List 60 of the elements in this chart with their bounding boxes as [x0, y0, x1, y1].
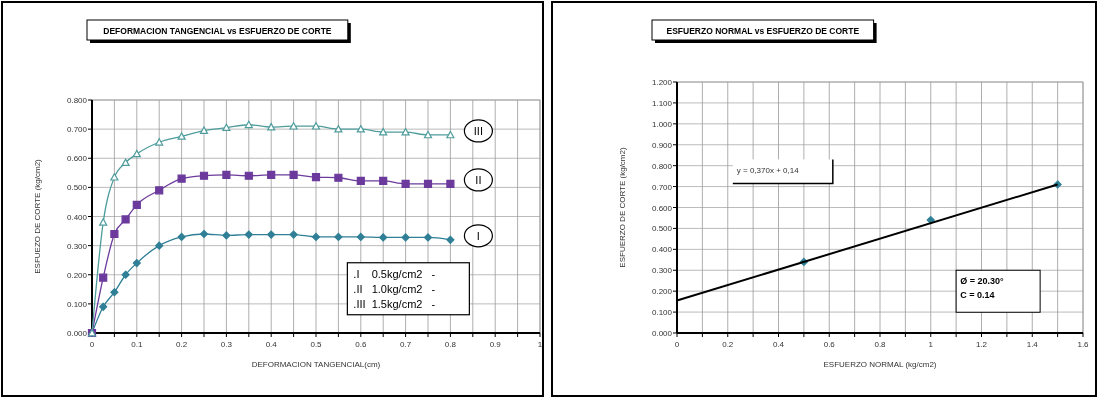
x-axis-title: ESFUERZO NORMAL (kg/cm2) [823, 360, 937, 369]
y-tick-label: 0.900 [651, 140, 673, 150]
x-axis-title: DEFORMACION TANGENCIAL(cm) [251, 360, 381, 369]
y-tick-label: 1.000 [651, 119, 673, 129]
x-tick-label: 1 [928, 340, 934, 349]
x-tick-label: 1.2 [975, 340, 988, 349]
annotation: Ø = 20.30° [960, 276, 1004, 287]
y-tick-label: 0.400 [66, 212, 88, 222]
series-label: II [475, 173, 482, 186]
chart-title: DEFORMACION TANGENCIAL vs ESFUERZO DE CORTE [103, 26, 332, 36]
y-tick-label: 0.100 [66, 299, 88, 309]
y-tick-label: 0.000 [651, 329, 673, 338]
y-tick-label: 0.500 [651, 224, 673, 234]
parameter-text-box: Ø = 20.30° C = 0.14 [955, 269, 1041, 313]
x-tick-label: 0.2 [722, 340, 734, 349]
y-axis-title: ESFUERZO DE CORTE (kg/cm2) [618, 147, 627, 268]
y-tick-label: 0.400 [651, 245, 673, 255]
x-tick-label: 0.7 [400, 340, 412, 349]
x-tick-label: 0.6 [823, 340, 836, 349]
y-tick-label: 0.500 [66, 183, 88, 193]
y-tick-label: 0.200 [651, 287, 673, 297]
annotation: C = 0.14 [960, 290, 995, 301]
annotation: .I 0.5kg/cm2 - [353, 267, 436, 280]
x-tick-label: 0.4 [265, 340, 278, 349]
y-axis-title: ESFUEZO DE CORTE (kg/cm2) [33, 158, 42, 274]
y-tick-label: 1.100 [651, 98, 673, 108]
annotation: .III 1.5kg/cm2 - [353, 297, 436, 310]
x-tick-label: 0 [89, 340, 95, 349]
y-tick-label: 0.200 [66, 270, 88, 280]
annotation: y = 0,370x + 0,14 [736, 166, 800, 176]
annotation: .II 1.0kg/cm2 - [353, 282, 436, 295]
y-tick-label: 0.800 [66, 96, 88, 105]
x-tick-label: 1.4 [1026, 340, 1039, 349]
y-tick-label: 1.200 [651, 78, 673, 87]
x-tick-label: 0.3 [220, 340, 233, 349]
x-tick-label: 0.2 [176, 340, 188, 349]
y-tick-label: 0.700 [651, 182, 673, 192]
x-tick-label: 0.9 [489, 340, 502, 349]
y-tick-label: 0.300 [66, 241, 88, 251]
y-tick-label: 0.600 [651, 203, 673, 213]
x-tick-label: 1.6 [1077, 340, 1090, 349]
series-label: III [473, 124, 483, 137]
x-tick-label: 0.1 [131, 340, 143, 349]
y-tick-label: 0.700 [66, 125, 88, 135]
y-tick-label: 0.000 [66, 329, 88, 338]
chart-title: ESFUERZO NORMAL vs ESFUERZO DE CORTE [666, 26, 860, 36]
x-tick-label: 0 [674, 340, 680, 349]
equation-text-box: y = 0,370x + 0,14 [732, 158, 834, 185]
y-tick-label: 0.800 [651, 161, 673, 171]
x-tick-label: 1 [537, 340, 543, 349]
x-tick-label: 0.5 [310, 340, 323, 349]
y-tick-label: 0.100 [651, 308, 673, 318]
x-tick-label: 0.8 [444, 340, 457, 349]
y-tick-label: 0.300 [651, 266, 673, 276]
x-tick-label: 0.8 [874, 340, 887, 349]
x-tick-label: 0.6 [355, 340, 367, 349]
legend-text-box: .I 0.5kg/cm2 - .II 1.0kg/cm2 - .III 1.5kg/cm2 - [346, 262, 470, 316]
x-tick-label: 0.4 [772, 340, 785, 349]
text: I [476, 229, 480, 242]
y-tick-label: 0.600 [66, 154, 88, 164]
